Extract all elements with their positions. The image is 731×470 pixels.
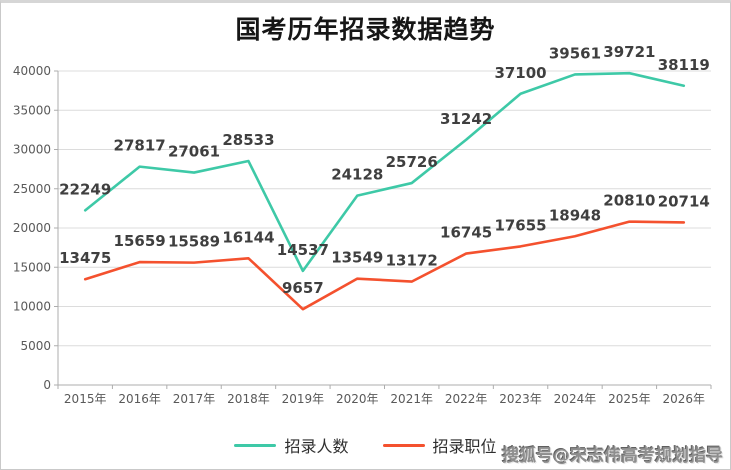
data-label: 28533 [222, 131, 274, 149]
svg-text:2020年: 2020年 [336, 392, 379, 406]
axes [57, 71, 712, 389]
legend-line-swatch-position-count [382, 443, 425, 447]
svg-text:2016年: 2016年 [118, 392, 161, 406]
svg-text:20000: 20000 [13, 221, 51, 235]
data-label: 27061 [168, 143, 220, 161]
data-label: 17655 [494, 216, 546, 234]
data-label: 20810 [603, 192, 655, 210]
svg-text:2019年: 2019年 [282, 392, 325, 406]
svg-text:2025年: 2025年 [608, 392, 651, 406]
data-label: 20714 [658, 192, 710, 210]
data-label: 18948 [549, 206, 601, 224]
legend-item-recruit-count: 招录人数 [234, 433, 349, 457]
svg-text:2015年: 2015年 [64, 392, 107, 406]
series-line-1 [83, 220, 686, 311]
svg-text:2023年: 2023年 [499, 392, 542, 406]
watermark: 搜狐号@宋志伟高考规划指导 [502, 446, 723, 466]
data-label: 22249 [59, 180, 111, 198]
line-chart: 0 5000 10000 15000 20000 25000 30000 35000 40000… [13, 43, 712, 406]
data-label: 39721 [603, 43, 655, 61]
data-label: 24128 [331, 166, 383, 184]
x-axis-labels: 2015年 2016年 2017年 2018年 2019年 2020年 2021年 2022年… [64, 392, 705, 406]
svg-text:2026年: 2026年 [663, 392, 706, 406]
svg-text:2022年: 2022年 [445, 392, 488, 406]
data-label: 15589 [168, 233, 220, 251]
data-label: 31242 [440, 110, 492, 128]
svg-text:0: 0 [43, 378, 51, 392]
svg-text:15000: 15000 [13, 260, 51, 274]
svg-text:2017年: 2017年 [173, 392, 216, 406]
svg-text:2021年: 2021年 [390, 392, 433, 406]
svg-text:30000: 30000 [13, 143, 51, 157]
svg-text:10000: 10000 [13, 300, 51, 314]
legend-label-recruit-count: 招录人数 [284, 437, 349, 456]
data-label: 25726 [386, 153, 438, 171]
svg-text:35000: 35000 [13, 103, 51, 117]
data-label: 13549 [331, 249, 383, 267]
data-label: 13172 [386, 252, 438, 270]
data-label: 37100 [494, 64, 546, 82]
data-label: 14537 [277, 241, 329, 259]
chart-title: 国考历年招录数据趋势 [235, 15, 496, 44]
svg-text:40000: 40000 [13, 64, 51, 78]
data-label: 13475 [59, 249, 111, 267]
y-axis-labels: 0 5000 10000 15000 20000 25000 30000 35000 40000 [13, 64, 51, 392]
svg-text:2018年: 2018年 [227, 392, 270, 406]
gridlines [54, 70, 711, 386]
svg-text:5000: 5000 [20, 339, 51, 353]
svg-text:25000: 25000 [13, 182, 51, 196]
legend-label-position-count: 招录职位 [432, 437, 497, 456]
data-label: 27817 [114, 137, 166, 155]
data-label: 38119 [658, 56, 710, 74]
svg-text:2024年: 2024年 [554, 392, 597, 406]
data-label: 39561 [549, 44, 601, 62]
data-label: 16745 [440, 224, 492, 242]
data-label: 9657 [282, 279, 324, 297]
legend-item-position-count: 招录职位 [382, 433, 497, 457]
data-label: 15659 [114, 232, 166, 250]
data-label: 16144 [222, 228, 274, 246]
legend-line-swatch-recruit-count [234, 443, 277, 447]
series-line-0 [83, 71, 686, 273]
chart-legend: 招录人数 招录职位 [1, 433, 730, 457]
